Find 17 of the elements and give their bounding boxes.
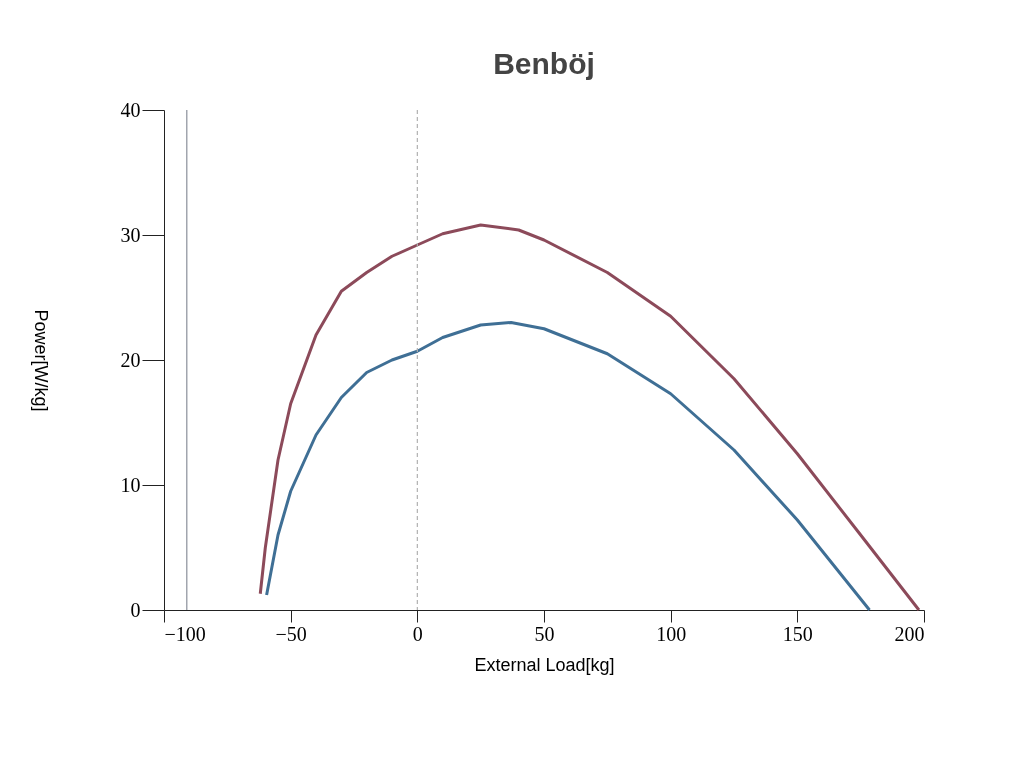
y-tick-label: 20 [120,348,141,371]
x-tick-label: 50 [534,622,555,645]
x-tick-label: −100 [164,622,206,645]
y-tick-label: 30 [120,223,141,246]
y-tick-label: 40 [120,98,141,121]
y-tick-label: 0 [130,598,141,621]
line-series [265,321,872,612]
chart-title: Benböj [493,47,595,80]
x-tick-label: 0 [412,622,423,645]
x-tick-label: 200 [894,622,925,645]
x-tick-label: 100 [656,622,687,645]
y-axis-title: Power[W/kg] [30,309,51,412]
x-tick-label: −50 [275,622,307,645]
y-tick-label: 10 [120,473,141,496]
line-series [258,223,921,612]
x-axis-title: External Load[kg] [474,654,615,675]
x-tick-label: 150 [782,622,813,645]
